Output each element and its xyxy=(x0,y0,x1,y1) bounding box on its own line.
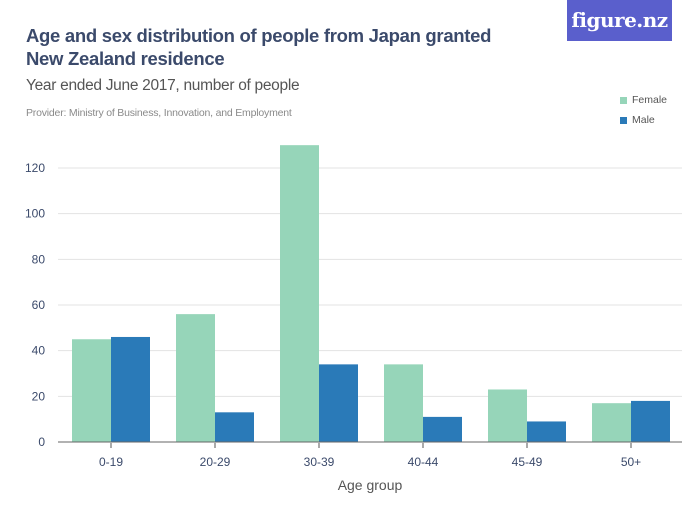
bar-female-30-39[interactable] xyxy=(280,145,319,442)
bars xyxy=(72,145,670,442)
y-tick-label: 100 xyxy=(25,207,45,221)
x-tick-label: 20-29 xyxy=(200,455,231,469)
legend-label-female: Female xyxy=(632,94,668,106)
legend-item-male[interactable]: Male xyxy=(620,110,667,130)
y-tick-label: 120 xyxy=(25,161,45,175)
bar-male-20-29[interactable] xyxy=(215,412,254,442)
y-tick-label: 60 xyxy=(32,298,46,312)
bar-female-40-44[interactable] xyxy=(384,364,423,442)
bar-male-45-49[interactable] xyxy=(527,421,566,442)
chart-subtitle: Year ended June 2017, number of people xyxy=(26,77,300,94)
x-tick-label: 40-44 xyxy=(408,455,439,469)
y-tick-label: 0 xyxy=(38,435,45,449)
data-provider: Provider: Ministry of Business, Innovati… xyxy=(26,107,292,119)
legend-swatch-female xyxy=(620,96,627,104)
legend-label-male: Male xyxy=(632,114,655,126)
legend-swatch-male xyxy=(620,116,627,124)
y-axis-labels: 0 20 40 60 80 100 120 xyxy=(25,161,45,449)
x-tick-label: 0-19 xyxy=(99,455,123,469)
x-tick-label: 45-49 xyxy=(512,455,543,469)
bar-female-50+[interactable] xyxy=(592,403,631,442)
y-tick-label: 20 xyxy=(32,389,46,403)
bar-male-0-19[interactable] xyxy=(111,336,150,442)
gridlines xyxy=(58,167,682,397)
y-tick-label: 40 xyxy=(32,344,46,358)
bar-male-50+[interactable] xyxy=(631,400,670,442)
bar-female-45-49[interactable] xyxy=(488,389,527,442)
x-tick-label: 30-39 xyxy=(304,455,335,469)
bar-female-20-29[interactable] xyxy=(176,314,215,442)
x-axis-title: Age group xyxy=(338,477,403,493)
x-tick-label: 50+ xyxy=(621,455,641,469)
bar-male-30-39[interactable] xyxy=(319,364,358,442)
x-axis-labels: 0-19 20-29 30-39 40-44 45-49 50+ xyxy=(99,442,641,469)
bar-female-0-19[interactable] xyxy=(72,339,111,442)
legend: Female Male xyxy=(620,90,667,130)
figure-nz-logo[interactable]: figure.nz xyxy=(567,0,672,41)
y-tick-label: 80 xyxy=(32,252,46,266)
legend-item-female[interactable]: Female xyxy=(620,90,667,110)
bar-male-40-44[interactable] xyxy=(423,416,462,442)
chart-title: Age and sex distribution of people from … xyxy=(26,25,492,69)
